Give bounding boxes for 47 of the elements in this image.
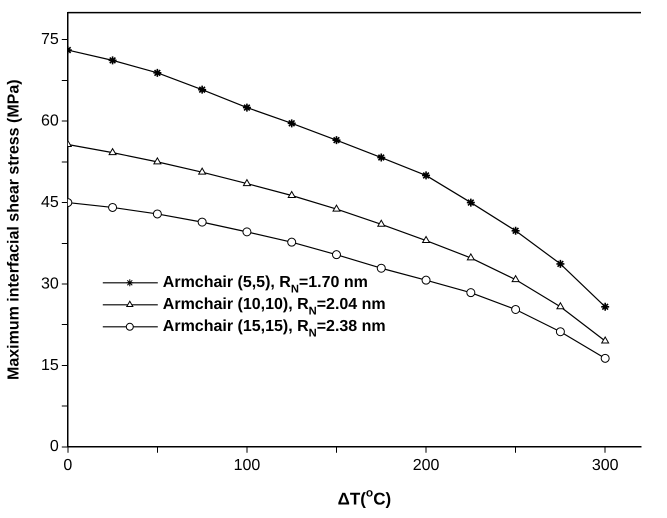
point <box>198 168 206 175</box>
point <box>286 118 297 128</box>
point <box>108 202 118 212</box>
point <box>376 152 386 162</box>
point <box>466 253 475 260</box>
point <box>377 220 386 227</box>
point <box>376 264 386 273</box>
point <box>108 56 118 66</box>
point <box>288 191 296 198</box>
point <box>332 204 340 212</box>
point <box>510 226 520 236</box>
point <box>153 157 162 164</box>
y-tick-label: 60 <box>41 112 59 130</box>
y-tick-label: 30 <box>41 275 59 292</box>
y-tick-label: 75 <box>41 31 59 48</box>
x-tick-label: 200 <box>412 456 440 474</box>
point <box>600 354 610 363</box>
point <box>556 302 564 310</box>
point <box>466 288 476 298</box>
point <box>332 135 342 145</box>
y-tick-label: 45 <box>41 194 59 211</box>
point <box>511 304 520 314</box>
point <box>287 238 296 247</box>
point <box>108 148 117 156</box>
point <box>198 218 207 227</box>
x-tick-label: 300 <box>592 456 619 474</box>
point <box>601 336 610 344</box>
point <box>152 209 162 218</box>
x-tick-label: 0 <box>63 456 72 474</box>
point <box>422 276 431 285</box>
point <box>242 227 252 236</box>
point <box>600 302 610 312</box>
x-tick-label: 100 <box>234 456 260 474</box>
point <box>466 198 476 208</box>
point <box>556 259 566 269</box>
point <box>332 250 341 260</box>
point <box>242 102 252 112</box>
point <box>152 68 162 78</box>
point <box>421 170 431 180</box>
point <box>197 84 207 94</box>
y-axis-title: Maximum interfacial shear stress (MPa) <box>5 79 22 380</box>
y-tick-label: 0 <box>50 438 59 456</box>
point <box>422 236 430 244</box>
point <box>242 179 251 186</box>
point <box>512 275 520 282</box>
y-tick-label: 15 <box>41 356 59 374</box>
point <box>556 327 565 336</box>
